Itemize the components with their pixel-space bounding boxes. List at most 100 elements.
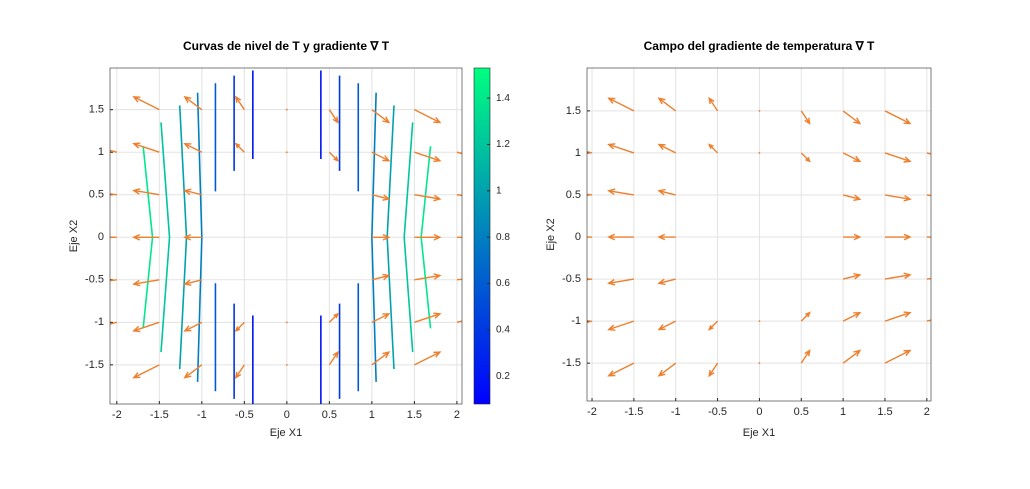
arrow (758, 152, 761, 154)
plot-area (110, 70, 462, 404)
x-tick-label: 2 (924, 406, 930, 418)
arrow (183, 279, 202, 286)
arrow (414, 194, 442, 202)
x-tick-label: -1 (671, 406, 681, 418)
y-tick-label: 0.5 (566, 189, 581, 201)
arrow (800, 311, 811, 322)
axes-box (586, 67, 932, 402)
arrow (884, 194, 912, 202)
colorbar-tick-label: 0.4 (496, 324, 510, 335)
arrow (371, 151, 391, 162)
y-tick-label: -0.5 (562, 273, 581, 285)
arrow (328, 312, 340, 323)
x-tick-label: 1.5 (407, 409, 422, 421)
arrow (607, 320, 635, 331)
y-axis-label: Eje X2 (68, 220, 80, 252)
arrow (328, 350, 339, 366)
y-tick-label: -1.5 (85, 359, 104, 371)
x-axis-label: Eje X1 (743, 427, 775, 439)
colorbar-tick-label: 0.6 (496, 278, 510, 289)
arrow (607, 362, 635, 377)
arrow (285, 321, 288, 324)
arrow (842, 194, 862, 202)
arrow (414, 109, 442, 124)
arrow (183, 321, 203, 332)
colorbar-tick-label: 0.2 (496, 371, 510, 382)
arrow (110, 149, 117, 153)
arrow (607, 233, 634, 241)
arrow (884, 272, 912, 280)
y-tick-label: 1.5 (89, 104, 104, 116)
colorbar (473, 67, 491, 405)
x-tick-label: 1 (840, 406, 846, 418)
arrow (371, 233, 391, 241)
x-axis-label: Eje X1 (270, 427, 302, 439)
arrow (371, 109, 391, 124)
arrow (371, 194, 391, 201)
arrow (328, 109, 339, 124)
arrow (132, 142, 160, 153)
arrow (657, 362, 677, 377)
chart-title: Campo del gradiente de temperatura ∇ T (644, 39, 875, 53)
arrow (607, 188, 634, 196)
arrow (328, 151, 340, 162)
arrow (414, 273, 442, 281)
y-tick-label: 0.5 (89, 189, 104, 201)
arrow (132, 233, 160, 241)
arrow (234, 142, 245, 153)
arrow (884, 110, 912, 125)
arrow (884, 152, 912, 163)
y-tick-label: -1.5 (562, 357, 581, 369)
arrow (607, 97, 635, 112)
x-tick-label: -1 (197, 409, 207, 421)
x-tick-label: 0.5 (794, 406, 809, 418)
arrow (842, 311, 862, 322)
arrow (657, 320, 677, 331)
y-tick-label: 0 (98, 231, 104, 243)
arrow (707, 143, 719, 154)
x-tick-label: -2 (112, 409, 122, 421)
arrow (842, 273, 862, 280)
arrow (758, 320, 761, 323)
chart-title: Curvas de nivel de T y gradiente ∇ T (183, 39, 390, 53)
arrow (371, 313, 391, 323)
arrow (842, 110, 862, 125)
colorbar-tick-label: 1.4 (496, 93, 510, 104)
arrow (183, 142, 203, 153)
arrow (110, 236, 117, 238)
x-tick-label: -0.5 (235, 409, 254, 421)
arrow (234, 95, 245, 111)
y-tick-label: -1 (571, 315, 581, 327)
arrow (414, 351, 442, 366)
arrow (657, 143, 677, 154)
arrow (371, 351, 391, 366)
arrow (285, 151, 288, 154)
contour-line (233, 75, 341, 399)
y-tick-label: -0.5 (85, 274, 104, 286)
arrow (708, 362, 719, 378)
arrow (758, 109, 761, 112)
arrow (183, 364, 203, 379)
x-tick-label: 0 (284, 409, 290, 421)
arrow (285, 108, 288, 111)
x-tick-label: -2 (587, 406, 597, 418)
x-tick-label: 1 (369, 409, 375, 421)
arrow (884, 349, 912, 364)
arrow (110, 193, 117, 196)
contour-line (214, 83, 360, 392)
arrow (183, 95, 203, 111)
arrow (607, 278, 634, 286)
contour-line (160, 122, 414, 353)
x-tick-label: 0 (756, 406, 762, 418)
x-tick-label: -0.5 (708, 406, 727, 418)
arrow (183, 233, 202, 241)
arrow (285, 363, 288, 366)
arrow (758, 362, 761, 365)
y-tick-label: -1 (94, 316, 104, 328)
x-tick-label: 2 (454, 409, 460, 421)
arrow (708, 96, 719, 112)
arrow (800, 152, 811, 163)
arrow (884, 233, 912, 241)
